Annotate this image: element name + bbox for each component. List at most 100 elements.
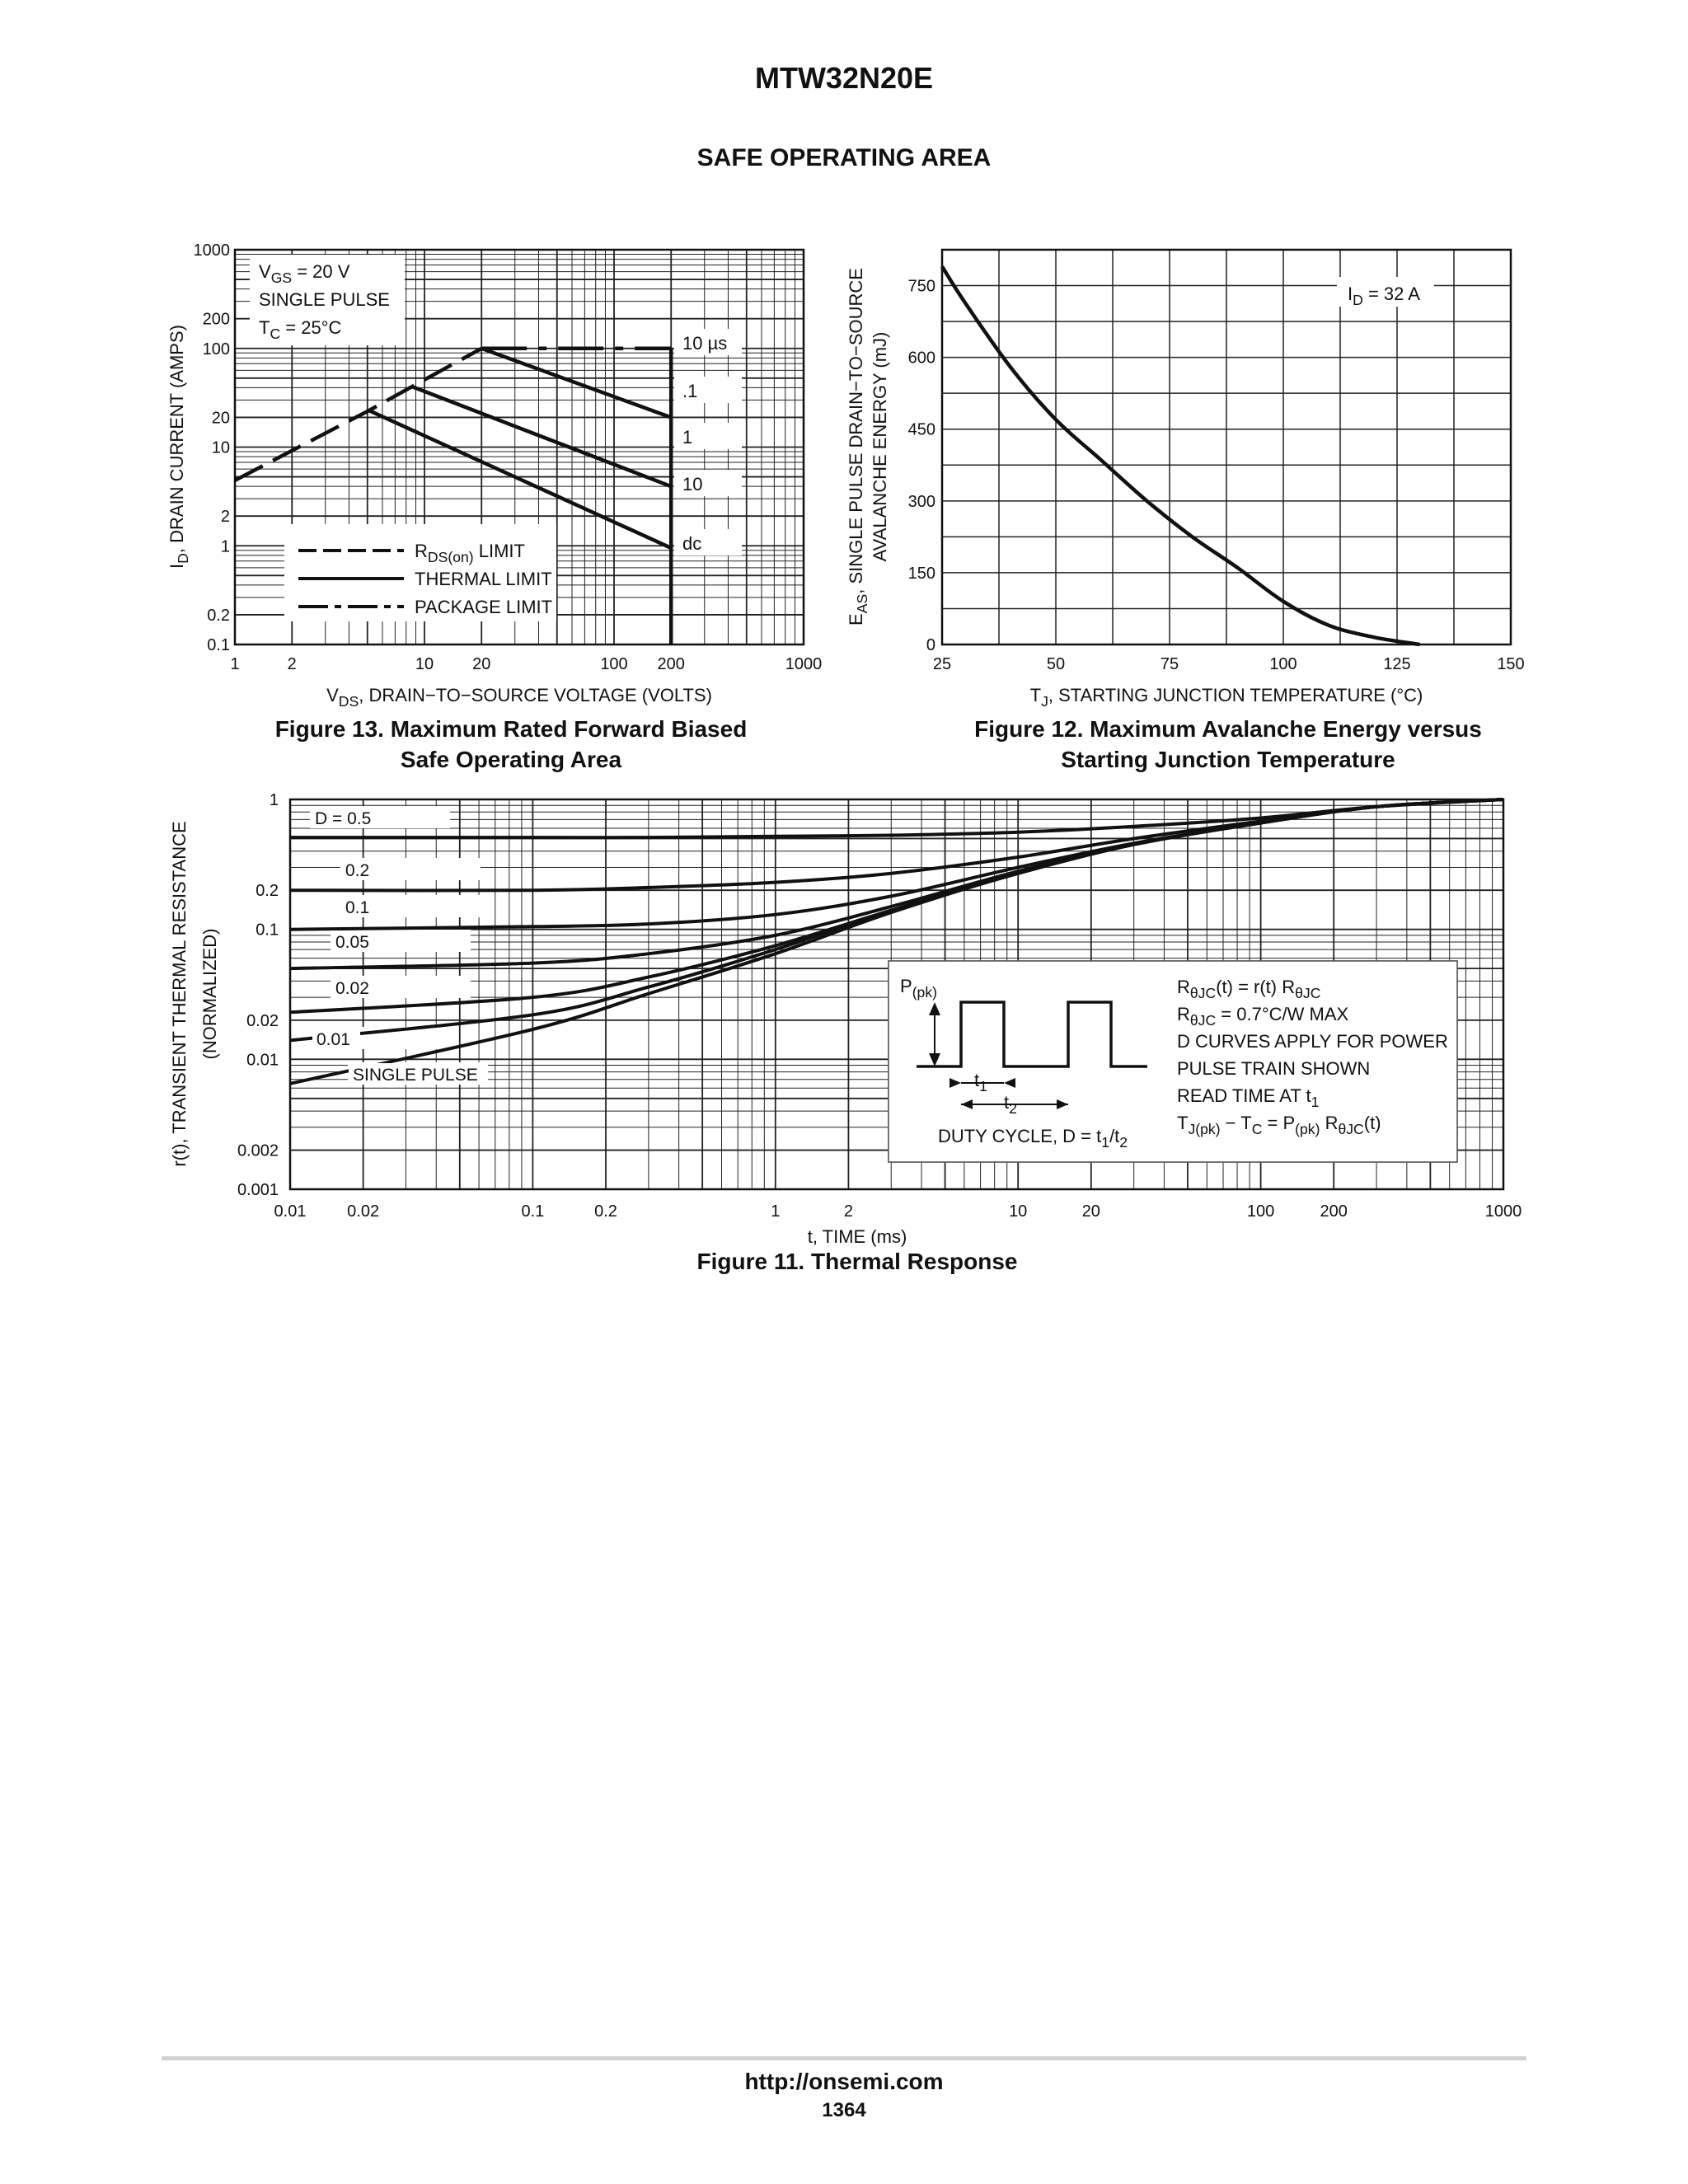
fig11-inset-note-part: = P (1262, 1113, 1295, 1133)
fig13-y-tick-label-part: 1000 (194, 241, 231, 260)
fig11-x-tick-label-part: 100 (1247, 1202, 1274, 1221)
fig11-y-axis-title-line2-part: (NORMALIZED) (199, 929, 220, 1060)
fig11-inset-t-arrowheads (950, 1078, 1068, 1109)
fig12-frame (940, 248, 1512, 646)
fig11-inset-box-front (888, 960, 1458, 1163)
fig13-x-tick-label: 100 (600, 655, 627, 673)
footer-url[interactable]: http://onsemi.com (744, 2069, 944, 2094)
fig13-x-tick-label-part: 2 (288, 655, 297, 673)
fig13-y-tick-label: 10 (212, 439, 230, 457)
fig12-series-energy (940, 265, 1420, 647)
fig13-legend-label-part: R (415, 541, 428, 561)
fig13-curve-label: 10 µs (682, 333, 727, 354)
fig11-inset-note-part: − T (1221, 1113, 1252, 1133)
fig12-x-tick-label-part: 25 (933, 655, 951, 673)
fig13-legend-box (284, 524, 556, 621)
fig11-series-label-bg (341, 896, 379, 917)
fig11-inset-note-part: PULSE TRAIN SHOWN (1177, 1058, 1370, 1079)
figure13-caption-line1: Figure 13. Maximum Rated Forward Biased (274, 716, 748, 742)
fig12-y-axis-title-line1-part: , SINGLE PULSE DRAIN−TO−SOURCE (846, 268, 866, 594)
fig11-x-tick-label: 2 (844, 1202, 853, 1221)
fig12-y-axis-title-line1-part: E (846, 613, 866, 626)
figure11-caption: Figure 11. Thermal Response (0, 1246, 1688, 1277)
fig13-series-solid (411, 385, 673, 489)
fig12-x-tick-label: 150 (1497, 655, 1524, 673)
fig11-series-label-part: SINGLE PULSE (353, 1066, 478, 1085)
figure13-caption-line2: Safe Operating Area (400, 747, 622, 772)
fig11-inset-note-part: R (1177, 977, 1190, 997)
fig13-legend-label-part: LIMIT (474, 541, 525, 561)
fig13-frame (233, 248, 805, 646)
fig13-series-dashed (233, 346, 483, 482)
fig13-curve-label-part: 10 µs (682, 333, 727, 354)
figure13-caption: Figure 13. Maximum Rated Forward Biased … (231, 714, 791, 775)
fig11-inset-pulse-label: P(pk) (900, 976, 937, 1001)
fig13-y-axis-title-part: D (175, 553, 191, 564)
fig13-conditions-box (250, 255, 405, 345)
fig11-y-tick-label: 0.01 (246, 1051, 279, 1069)
fig11-y-tick-label: 0.2 (256, 882, 279, 900)
fig11-series-label: 0.1 (345, 898, 369, 917)
fig11-series-label-bg (311, 807, 388, 828)
fig12-x-tick-label-part: 125 (1383, 655, 1410, 673)
fig13-legend-label-part: THERMAL LIMIT (415, 569, 552, 589)
fig13-legend-label: THERMAL LIMIT (415, 569, 552, 589)
fig13-x-axis-title-part: DS (339, 693, 359, 710)
fig13-x-tick-label-part: 20 (472, 655, 490, 673)
fig12-annotation-bg (1337, 277, 1434, 307)
fig11-x-tick-label: 200 (1320, 1202, 1348, 1221)
fig11-inset-arrowheads (929, 1002, 940, 1066)
fig12-x-tick-label: 50 (1047, 655, 1065, 673)
fig13-y-tick-label-part: 100 (203, 340, 230, 359)
fig12-y-tick-label-part: 450 (908, 421, 935, 439)
part-number: MTW32N20E (754, 61, 934, 95)
fig12-y-tick-label-part: 750 (908, 278, 935, 296)
fig11-series-label-part: 0.05 (335, 933, 369, 952)
fig11-inset-note: PULSE TRAIN SHOWN (1177, 1058, 1370, 1079)
fig12-y-axis-title-line1-part: AS (854, 594, 870, 613)
fig11-inset-note-part: = 0.7°C/W MAX (1216, 1004, 1348, 1024)
fig11-inset-pulse-train (917, 1001, 1147, 1068)
fig11-x-tick-label-part: 10 (1009, 1202, 1027, 1221)
fig12-x-tick-label: 25 (933, 655, 951, 673)
fig13-curve-label: 1 (682, 427, 692, 448)
fig13-x-tick-label-part: 1 (230, 655, 239, 673)
fig13-y-tick-label: 0.2 (207, 607, 230, 625)
fig11-x-tick-label: 1 (771, 1202, 780, 1221)
fig13-x-axis-title-part: V (326, 685, 339, 705)
fig11-x-axis-title: t, TIME (ms) (808, 1226, 907, 1247)
fig12-x-tick-label-part: 75 (1160, 655, 1179, 673)
fig13-x-tick-label: 1 (230, 655, 239, 673)
fig11-series-curve (289, 798, 1504, 971)
fig13-curve-label-bg (674, 470, 742, 496)
fig13-x-tick-label: 2 (288, 655, 297, 673)
fig13-y-tick-label: 1000 (194, 241, 231, 260)
fig13-curve-label-part: 1 (682, 427, 692, 448)
fig11-y-tick-label-part: 0.01 (246, 1051, 279, 1069)
fig13-x-tick-label: 1000 (785, 655, 823, 673)
fig13-x-tick-label-part: 200 (658, 655, 685, 673)
fig13-y-tick-label-part: 20 (212, 409, 230, 427)
fig11-x-tick-label: 20 (1082, 1202, 1100, 1221)
fig12-y-tick-label-part: 150 (908, 565, 935, 583)
fig11-y-tick-label: 0.002 (237, 1142, 279, 1160)
fig11-inset-note-part: D CURVES APPLY FOR POWER (1177, 1031, 1448, 1052)
fig11-inset-duty-cycle-part: DUTY CYCLE, D = t (938, 1126, 1101, 1146)
fig11-inset-pulse-label-part: P (900, 976, 912, 996)
fig11-y-axis-title-line1-part: r(t), TRANSIENT THERMAL RESISTANCE (169, 821, 190, 1166)
fig11-series-label-bg (331, 977, 379, 998)
fig11-x-tick-label: 0.2 (594, 1202, 617, 1221)
fig11-inset-note-part: (pk) (1295, 1121, 1320, 1137)
fig12-x-tick-label-part: 50 (1047, 655, 1065, 673)
fig11-inset-note-part: θJC (1190, 985, 1217, 1001)
fig11-x-tick-label: 100 (1247, 1202, 1274, 1221)
fig11-series-label: D = 0.5 (315, 809, 371, 828)
fig11-series-label: 0.05 (335, 933, 369, 952)
fig13-curve-label-bg (674, 529, 742, 555)
fig12-x-axis-title: TJ, STARTING JUNCTION TEMPERATURE (°C) (1030, 685, 1423, 710)
fig13-curve-label-bg (674, 377, 742, 403)
fig11-series-label-part: D = 0.5 (315, 809, 371, 828)
fig12-y-tick-label-part: 300 (908, 493, 935, 511)
fig11-series-label: 0.02 (335, 979, 369, 998)
